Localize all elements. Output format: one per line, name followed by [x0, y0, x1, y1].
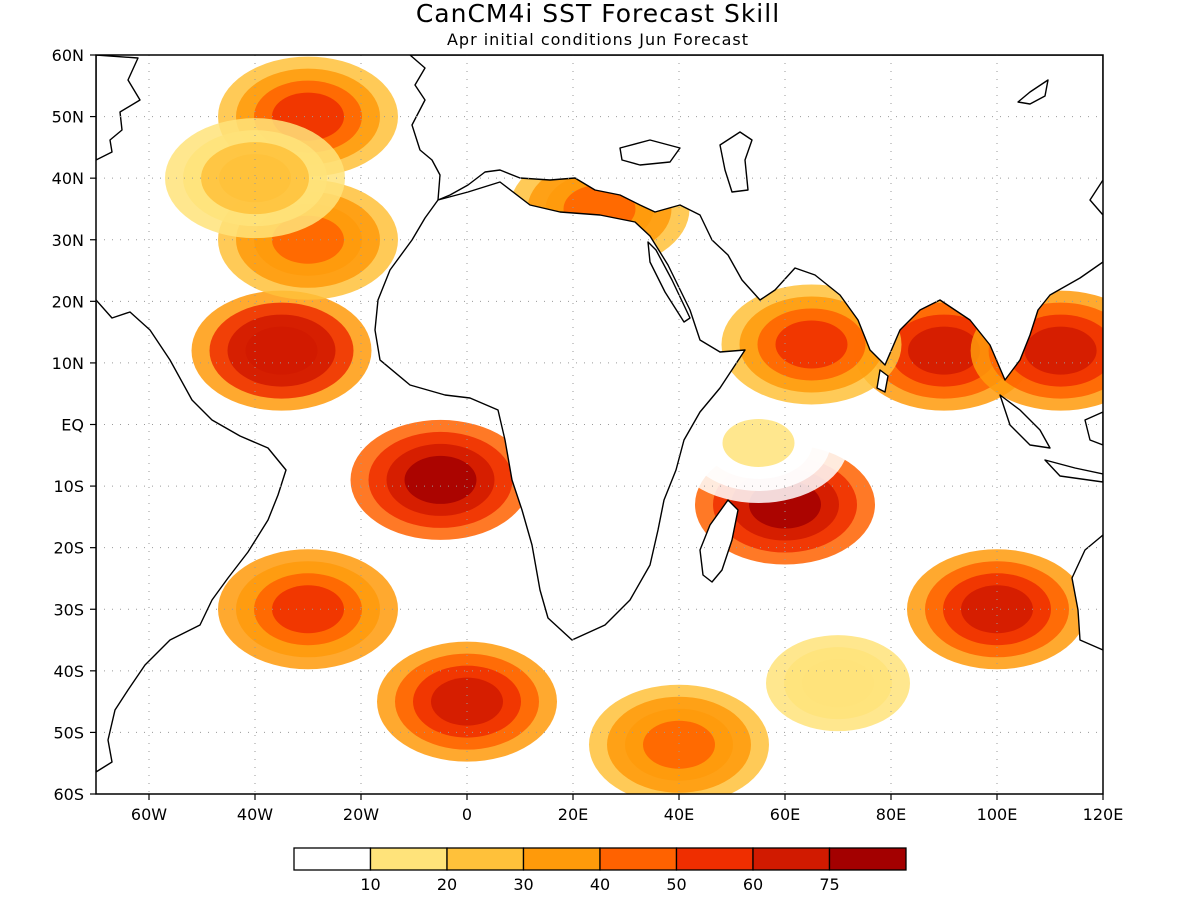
australia-landmass — [1071, 534, 1103, 651]
colorbar-swatch — [752, 847, 831, 871]
colorbar-label: 30 — [513, 875, 533, 894]
new-guinea-fragment — [1084, 411, 1103, 446]
colorbar-label: 60 — [743, 875, 763, 894]
skill-contour — [802, 659, 874, 708]
x-tick-label: 20E — [558, 805, 588, 824]
colorbar-swatch — [522, 847, 601, 871]
java-landmass — [1044, 459, 1103, 483]
africa-landmass — [374, 181, 746, 641]
x-tick-label: 40E — [664, 805, 694, 824]
y-tick-label: 40N — [52, 169, 84, 188]
skill-contour — [961, 585, 1033, 634]
skill-region — [668, 382, 849, 503]
y-tick-label: 50N — [52, 108, 84, 127]
colorbar-swatch — [599, 847, 678, 871]
y-tick-label: 60S — [53, 785, 84, 804]
x-tick-label: 40W — [237, 805, 273, 824]
skill-contour — [404, 455, 477, 504]
x-tick-label: 80E — [876, 805, 906, 824]
y-tick-label: 10S — [53, 477, 84, 496]
colorbar-label: 40 — [590, 875, 610, 894]
skill-region — [350, 419, 531, 540]
skill-contour — [245, 326, 318, 375]
iceland-landmass — [1017, 79, 1049, 105]
skill-contour — [722, 418, 795, 467]
colorbar-swatch — [293, 847, 372, 871]
madagascar-landmass — [699, 499, 739, 583]
axes: 60W 40W 20W 0 20E 40E 60E 80E 100E 120E 60N 50N 40N 3… — [52, 46, 1124, 824]
x-tick-label: 60W — [131, 805, 167, 824]
north-america-landmass — [96, 55, 141, 161]
colorbar-swatch — [446, 847, 525, 871]
colorbar-label: 75 — [819, 875, 839, 894]
y-tick-label: 20S — [53, 539, 84, 558]
sri-lanka-landmass — [876, 369, 889, 393]
borneo-sumatra-landmass — [999, 394, 1051, 449]
colorbar-label: 10 — [360, 875, 380, 894]
y-tick-label: EQ — [61, 416, 84, 435]
plot-area — [96, 55, 1103, 794]
south-america-landmass — [96, 299, 287, 773]
y-tick-label: 60N — [52, 46, 84, 65]
skill-region — [218, 549, 398, 670]
y-tick-label: 20N — [52, 292, 84, 311]
landmasses — [96, 55, 1103, 773]
x-tick-label: 100E — [977, 805, 1018, 824]
y-tick-label: 10N — [52, 354, 84, 373]
red-sea — [647, 241, 691, 323]
chart-subtitle: Apr initial conditions Jun Forecast — [447, 30, 749, 49]
y-tick-label: 40S — [53, 662, 84, 681]
skill-region — [907, 549, 1087, 670]
y-tick-label: 30S — [53, 600, 84, 619]
colorbar-swatch — [675, 847, 754, 871]
colorbar-swatch — [828, 847, 907, 871]
skill-contour — [1024, 326, 1097, 375]
y-tick-label: 30N — [52, 231, 84, 250]
x-tick-label: 20W — [343, 805, 379, 824]
x-tick-label: 60E — [770, 805, 800, 824]
caspian-sea — [719, 131, 753, 193]
black-sea — [619, 139, 681, 166]
x-tick-label: 120E — [1083, 805, 1124, 824]
skill-contour — [775, 320, 848, 369]
chart-title: CanCM4i SST Forecast Skill — [416, 0, 780, 28]
skill-region — [165, 118, 345, 239]
skill-region — [589, 684, 769, 794]
skill-region — [748, 623, 928, 744]
skill-region — [377, 641, 557, 762]
y-tick-label: 50S — [53, 723, 84, 742]
colorbar: 10 20 30 40 50 60 75 — [293, 847, 907, 894]
skill-region — [191, 290, 372, 411]
colorbar-label: 50 — [666, 875, 686, 894]
x-tick-label: 0 — [462, 805, 472, 824]
colorbar-label: 20 — [437, 875, 457, 894]
skill-contour — [272, 585, 344, 634]
skill-contour — [219, 154, 291, 203]
skill-contour — [908, 326, 980, 375]
skill-contour — [431, 677, 503, 726]
colorbar-swatch — [369, 847, 448, 871]
